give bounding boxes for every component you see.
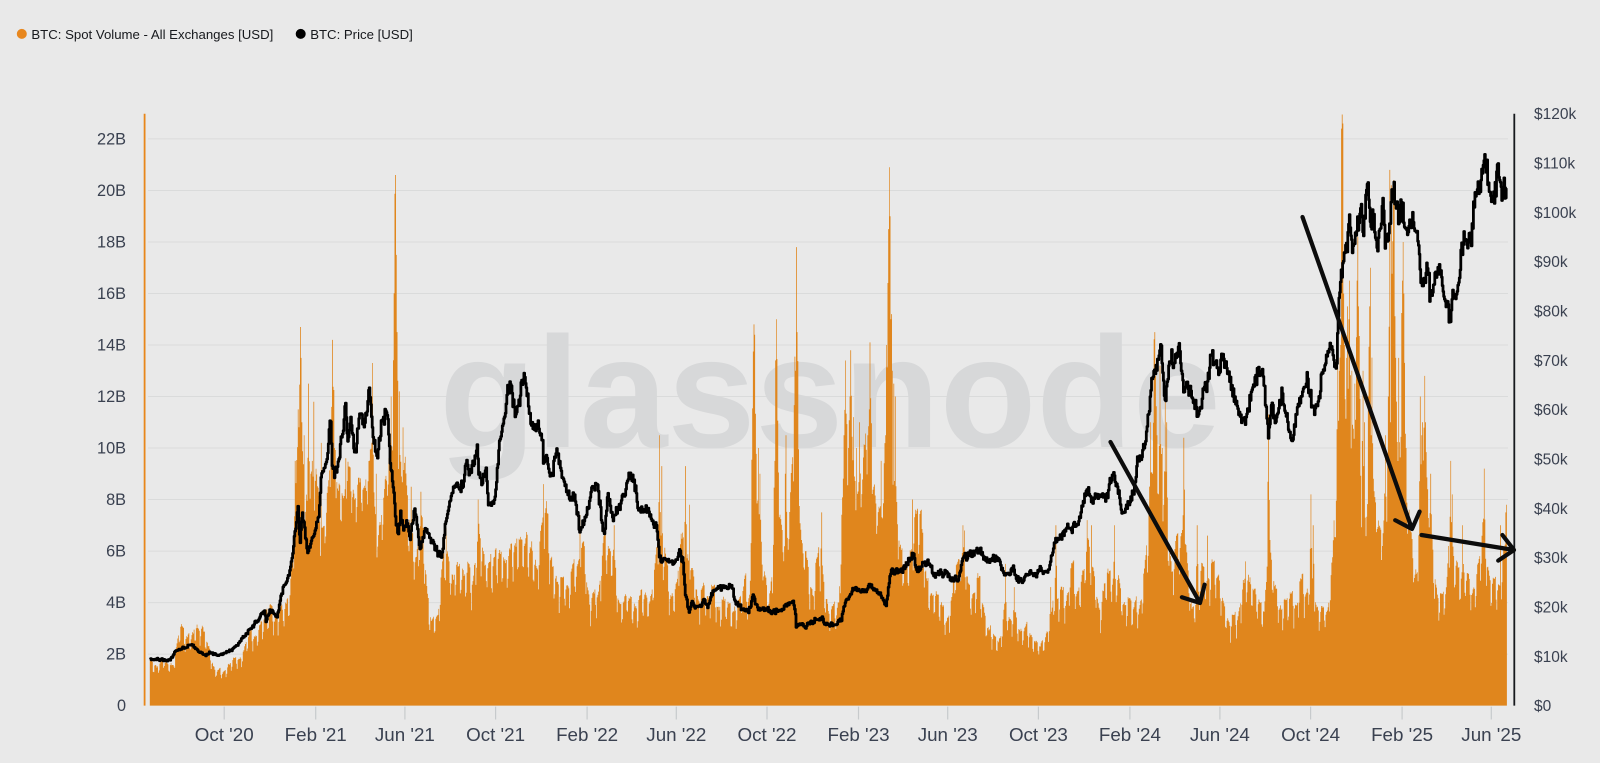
svg-text:Feb '24: Feb '24 <box>1099 724 1161 745</box>
svg-text:2B: 2B <box>106 646 126 664</box>
svg-text:0: 0 <box>117 697 126 715</box>
svg-text:$120k: $120k <box>1534 106 1576 123</box>
svg-text:Jun '23: Jun '23 <box>918 724 978 745</box>
svg-text:$10k: $10k <box>1534 649 1568 666</box>
svg-text:BTC: Spot Volume - All Exchang: BTC: Spot Volume - All Exchanges [USD] <box>31 27 273 42</box>
svg-text:$30k: $30k <box>1534 550 1568 567</box>
svg-text:Feb '22: Feb '22 <box>556 724 618 745</box>
svg-text:Feb '21: Feb '21 <box>285 724 347 745</box>
svg-text:Oct '20: Oct '20 <box>195 724 254 745</box>
svg-text:14B: 14B <box>97 337 126 355</box>
svg-text:Oct '24: Oct '24 <box>1281 724 1340 745</box>
svg-text:BTC: Price [USD]: BTC: Price [USD] <box>310 27 413 42</box>
svg-text:$100k: $100k <box>1534 205 1576 222</box>
svg-text:$40k: $40k <box>1534 501 1568 518</box>
svg-text:$20k: $20k <box>1534 600 1568 617</box>
svg-text:8B: 8B <box>106 491 126 509</box>
svg-text:Oct '23: Oct '23 <box>1009 724 1068 745</box>
svg-text:22B: 22B <box>97 130 126 148</box>
svg-text:Feb '23: Feb '23 <box>827 724 889 745</box>
svg-text:Oct '22: Oct '22 <box>738 724 797 745</box>
svg-text:$60k: $60k <box>1534 402 1568 419</box>
svg-text:18B: 18B <box>97 234 126 252</box>
svg-text:$110k: $110k <box>1534 156 1575 173</box>
svg-text:20B: 20B <box>97 182 126 200</box>
svg-text:$70k: $70k <box>1534 353 1568 370</box>
svg-text:4B: 4B <box>106 594 126 612</box>
svg-text:Feb '25: Feb '25 <box>1371 724 1433 745</box>
svg-text:$0: $0 <box>1534 698 1552 715</box>
svg-text:$90k: $90k <box>1534 254 1568 271</box>
svg-text:12B: 12B <box>97 388 126 406</box>
svg-text:6B: 6B <box>106 543 126 561</box>
svg-text:Jun '22: Jun '22 <box>646 724 706 745</box>
svg-text:10B: 10B <box>97 440 126 458</box>
svg-text:$50k: $50k <box>1534 452 1568 469</box>
svg-text:Jun '24: Jun '24 <box>1190 724 1250 745</box>
svg-text:Jun '25: Jun '25 <box>1461 724 1521 745</box>
svg-text:16B: 16B <box>97 285 126 303</box>
svg-text:Oct '21: Oct '21 <box>466 724 525 745</box>
svg-text:Jun '21: Jun '21 <box>375 724 435 745</box>
svg-text:glassnode: glassnode <box>439 305 1220 481</box>
svg-text:$80k: $80k <box>1534 304 1568 321</box>
